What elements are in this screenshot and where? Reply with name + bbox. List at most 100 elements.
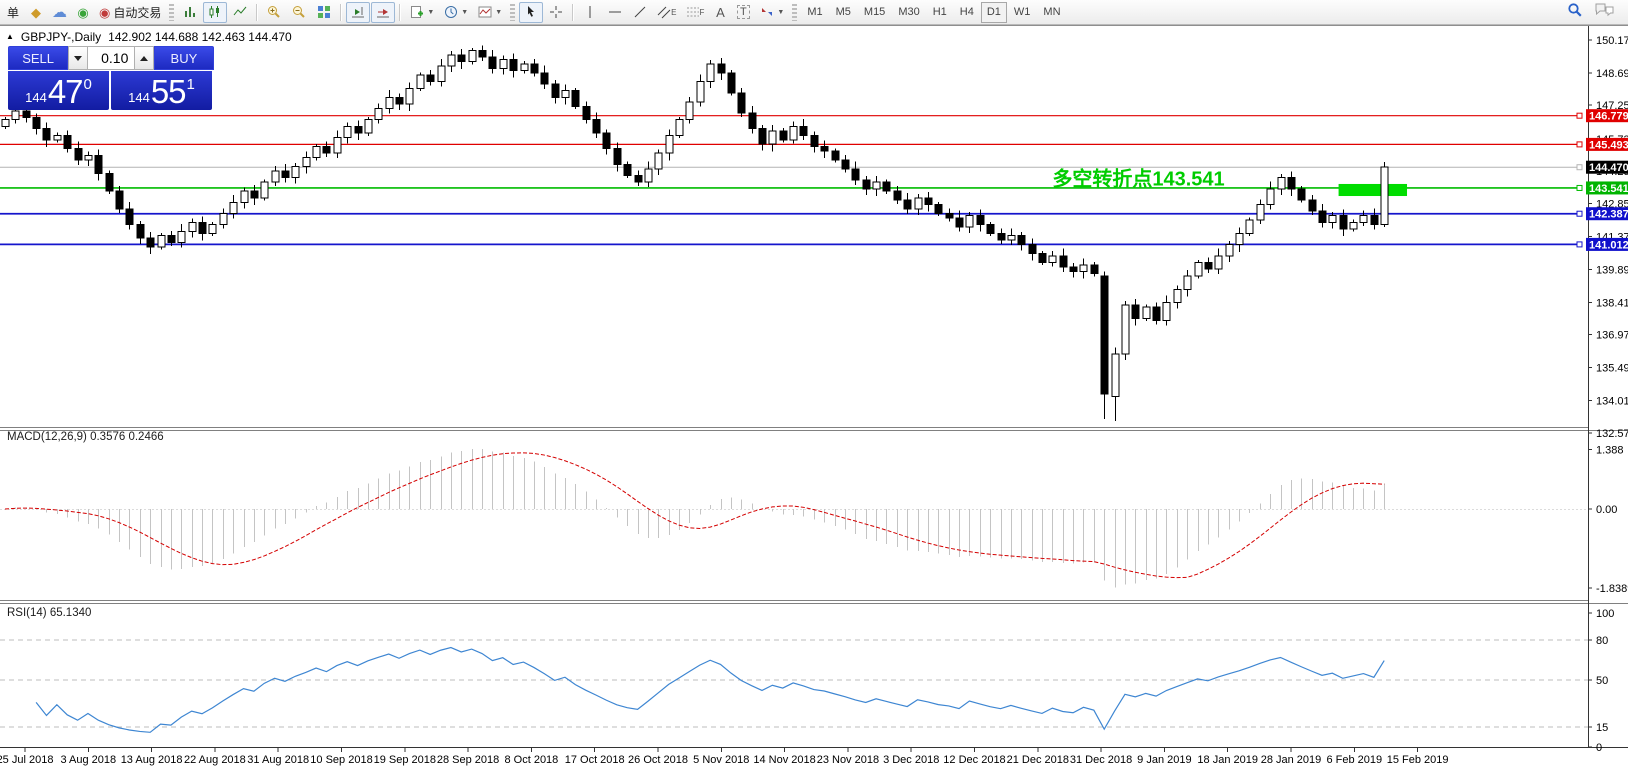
svg-text:8 Oct 2018: 8 Oct 2018 [504, 754, 558, 766]
timeframe-m1[interactable]: M1 [807, 6, 823, 18]
signals-icon[interactable]: ◉ [77, 4, 89, 20]
zoom-out-icon [293, 6, 306, 18]
search-button[interactable] [1566, 1, 1584, 24]
volume-increase-button[interactable] [134, 46, 154, 70]
price-badge [1586, 109, 1628, 123]
svg-text:143.541: 143.541 [1589, 183, 1628, 195]
dropdown-caret: ▼ [427, 8, 435, 16]
horizontal-line-button[interactable] [603, 2, 627, 23]
svg-text:26 Oct 2018: 26 Oct 2018 [628, 754, 688, 766]
buy-pips: 55 [150, 73, 187, 110]
collapse-marker-icon[interactable]: ▲ [6, 31, 14, 41]
buy-button[interactable]: BUY [153, 46, 215, 70]
timeframe-m30[interactable]: M30 [898, 6, 920, 18]
metaeditor-icon[interactable]: ◆ [31, 4, 41, 20]
svg-text:18 Jan 2019: 18 Jan 2019 [1197, 754, 1258, 766]
text-button[interactable]: A [716, 4, 725, 20]
svg-text:6 Feb 2019: 6 Feb 2019 [1326, 754, 1382, 766]
macd-indicator-label: MACD(12,26,9) 0.3576 0.2466 [7, 431, 164, 443]
svg-text:139.890: 139.890 [1596, 264, 1628, 276]
sell-button[interactable]: SELL [8, 46, 69, 70]
periods-button[interactable]: ▼ [439, 2, 472, 23]
crosshair-button[interactable] [544, 2, 568, 23]
candles-layer [1, 45, 1389, 422]
toolbar-separator [572, 3, 575, 21]
cursor-button[interactable] [519, 1, 544, 23]
auto-scroll-button[interactable] [346, 1, 371, 23]
fibonacci-button[interactable]: F [682, 2, 709, 23]
timeframe-m15[interactable]: M15 [863, 6, 886, 18]
svg-text:22 Aug 2018: 22 Aug 2018 [184, 754, 246, 766]
bar-chart-icon [185, 7, 196, 17]
tile-windows-button[interactable] [312, 2, 336, 23]
svg-text:144.470: 144.470 [1589, 162, 1628, 174]
zoom-in-button[interactable] [262, 2, 286, 23]
svg-text:23 Nov 2018: 23 Nov 2018 [817, 754, 879, 766]
timeframe-h4[interactable]: H4 [959, 6, 974, 18]
toolbar-grip[interactable] [169, 3, 175, 21]
volume-decrease-button[interactable] [68, 46, 88, 70]
symbol-title: ▲ GBPJPY-,Daily 142.902 144.688 142.463 … [6, 30, 292, 44]
buy-price-display[interactable]: 144 55 1 [111, 71, 212, 110]
text-label-button[interactable]: T [732, 2, 754, 23]
timeframe-d1[interactable]: D1 [980, 1, 1007, 23]
macd-histogram [15, 448, 1385, 588]
horizontal-line-icon [609, 11, 622, 13]
arrows-button[interactable]: ▼ [755, 2, 788, 23]
indicators-icon [411, 6, 424, 18]
svg-text:28 Jan 2019: 28 Jan 2019 [1261, 754, 1322, 766]
price-axis[interactable]: 150.170148.690147.250145.730144.290142.8… [1586, 35, 1628, 440]
bar-chart-button[interactable] [178, 2, 202, 23]
svg-text:148.690: 148.690 [1596, 68, 1628, 80]
indicators-button[interactable]: ▼ [405, 2, 438, 23]
channel-icon [657, 6, 671, 19]
sell-price-display[interactable]: 144 47 0 [8, 71, 109, 110]
chart-shift-button[interactable] [371, 1, 396, 23]
line-chart-button[interactable] [228, 2, 252, 23]
svg-text:141.012: 141.012 [1589, 239, 1628, 251]
buy-big-figure: 144 [128, 90, 150, 105]
timeframe-mn[interactable]: MN [1043, 6, 1061, 18]
rsi-line [35, 646, 1385, 733]
toolbar-grip[interactable] [792, 3, 798, 21]
svg-text:19 Sep 2018: 19 Sep 2018 [374, 754, 436, 766]
trendline-button[interactable] [628, 2, 652, 23]
chart-area[interactable]: 多空转折点143.541150.170148.690147.250145.730… [0, 26, 1628, 774]
svg-text:31 Dec 2018: 31 Dec 2018 [1070, 754, 1132, 766]
price-badge [1586, 207, 1628, 221]
chat-button[interactable] [1594, 1, 1616, 24]
svg-text:0: 0 [1596, 742, 1602, 754]
cloud-chart-icon[interactable]: ☁ [52, 3, 67, 21]
autotrading-button[interactable]: ◉ 自动交易 [99, 4, 162, 20]
svg-text:136.970: 136.970 [1596, 330, 1628, 342]
equidistant-channel-button[interactable]: E [653, 2, 680, 23]
svg-text:150.170: 150.170 [1596, 35, 1628, 47]
templates-button[interactable]: ▼ [473, 2, 506, 23]
svg-text:0.00: 0.00 [1596, 504, 1617, 516]
price-badge [1586, 237, 1628, 251]
toolbar-grip[interactable] [510, 3, 516, 21]
candlestick-button[interactable] [203, 1, 228, 23]
rsi-axis: 100 80 50 15 0 [1588, 608, 1614, 754]
main-toolbar: 单 ◆ ☁ ◉ ◉ 自动交易 ▼ ▼ ▼ E F A T ▼ M1 M5 M15… [0, 0, 1628, 25]
annotation-box[interactable] [1338, 183, 1408, 197]
svg-text:13 Aug 2018: 13 Aug 2018 [121, 754, 183, 766]
sell-pipette: 0 [83, 76, 92, 93]
svg-text:14 Nov 2018: 14 Nov 2018 [753, 754, 815, 766]
annotation-text[interactable]: 多空转折点143.541 [1052, 166, 1224, 190]
vertical-line-button[interactable] [578, 2, 602, 23]
svg-text:15: 15 [1596, 722, 1608, 734]
new-order-button[interactable]: 单 [6, 5, 19, 20]
search-icon [1568, 2, 1582, 17]
svg-text:31 Aug 2018: 31 Aug 2018 [247, 754, 309, 766]
one-click-trading-panel: SELL 0.10 BUY 144 47 0 144 55 1 [8, 46, 215, 110]
timeframe-w1[interactable]: W1 [1013, 6, 1031, 18]
time-axis[interactable]: 25 Jul 2018 3 Aug 2018 13 Aug 2018 22 Aug 2… [0, 747, 1448, 766]
timeframe-h1[interactable]: H1 [932, 6, 947, 18]
chart-shift-icon [377, 9, 390, 18]
volume-input[interactable]: 0.10 [87, 46, 135, 70]
zoom-out-button[interactable] [287, 2, 311, 23]
timeframe-m5[interactable]: M5 [835, 6, 851, 18]
svg-text:80: 80 [1596, 635, 1608, 647]
